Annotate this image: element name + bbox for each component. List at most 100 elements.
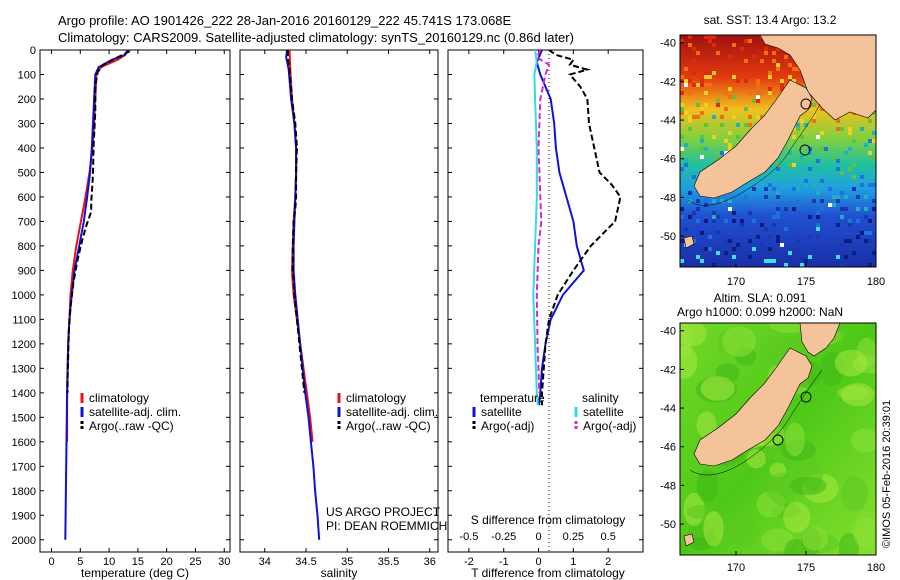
temperature-x-label: temperature (deg C) — [81, 566, 189, 580]
sst-pixel — [680, 239, 684, 243]
sst-pixel — [844, 151, 848, 155]
sst-pixel — [868, 239, 872, 243]
sla-extra-marker — [800, 391, 812, 403]
sst-pixel — [872, 131, 876, 135]
s-difference-label: S difference from climatology — [471, 513, 626, 527]
sst-pixel — [732, 75, 736, 79]
sst-pixel — [772, 203, 776, 207]
sst-pixel — [864, 239, 868, 243]
sst-pixel — [708, 83, 712, 87]
sst-pixel — [684, 111, 688, 115]
sst-pixel — [700, 83, 704, 87]
sla-blob — [766, 472, 798, 506]
sst-pixel — [740, 47, 744, 51]
y-tick-label: 1200 — [12, 339, 36, 351]
sst-pixel — [696, 83, 700, 87]
sst-pixel — [768, 247, 772, 251]
sst-pixel — [768, 87, 772, 91]
salinity-x-label: salinity — [321, 566, 358, 580]
sst-pixel — [856, 207, 860, 211]
sst-pixel — [764, 51, 768, 55]
sst-pixel — [852, 175, 856, 179]
y-tick-label: 300 — [18, 118, 36, 130]
sst-pixel — [736, 263, 740, 267]
sst-pixel — [784, 263, 788, 267]
sst-pixel — [756, 83, 760, 87]
sst-pixel — [712, 135, 716, 139]
sst-map-frame — [679, 34, 877, 268]
sst-pixel — [836, 203, 840, 207]
sst-pixel — [680, 103, 684, 107]
sst-pixel — [680, 259, 684, 263]
sst-pixel — [836, 255, 840, 259]
sla-north-island-land — [799, 323, 841, 357]
sst-pixel — [784, 227, 788, 231]
sst-pixel — [836, 175, 840, 179]
sst-pixel — [736, 63, 740, 67]
sst-pixel — [816, 235, 820, 239]
sst-pixel — [792, 63, 796, 67]
sst-pixel — [740, 223, 744, 227]
sst-pixel — [816, 227, 820, 231]
sst-pixel — [708, 71, 712, 75]
sst-pixel — [688, 115, 692, 119]
sst-pixel — [760, 59, 764, 63]
sst-pixel — [832, 155, 836, 159]
sst-pixel — [836, 199, 840, 203]
sst-pixel — [860, 231, 864, 235]
sst-pixel — [808, 235, 812, 239]
y-tick-label: 1000 — [12, 290, 36, 302]
sst-pixel — [712, 211, 716, 215]
sst-pixel — [840, 215, 844, 219]
sst-pixel — [752, 219, 756, 223]
sst-pixel — [824, 147, 828, 151]
sst-pixel — [720, 115, 724, 119]
sst-pixel — [788, 63, 792, 67]
sla-blob — [834, 349, 868, 377]
sst-pixel — [684, 159, 688, 163]
legend-label: Argo(-adj) — [481, 419, 534, 433]
y-tick-label: 1400 — [12, 388, 36, 400]
sst-pixel — [692, 239, 696, 243]
temperature-axis-ticks: 0 5 10 15 20 25 300100200300400500600700800900… — [12, 45, 231, 568]
sst-pixel — [712, 71, 716, 75]
y-tick-label: 700 — [18, 216, 36, 228]
sst-pixel — [700, 107, 704, 111]
sst-pixel — [696, 255, 700, 259]
sst-pixel — [748, 239, 752, 243]
sst-pixel — [696, 51, 700, 55]
sst-pixel — [856, 235, 860, 239]
sst-pixel — [740, 247, 744, 251]
sst-pixel — [744, 107, 748, 111]
header-line-1: Argo profile: AO 1901426_222 28-Jan-2016… — [58, 13, 512, 28]
sst-pixel — [836, 167, 840, 171]
sst-pixel — [856, 195, 860, 199]
x-tick-label: -1 — [499, 556, 509, 568]
sst-pixel — [828, 199, 832, 203]
sst-pixel — [704, 103, 708, 107]
sst-pixel — [760, 115, 764, 119]
salinity-panel: 34 34.5 35 35.5 36 climatologysatellite-adj.… — [239, 49, 447, 580]
sst-pixel — [708, 75, 712, 79]
sla-blob — [784, 422, 806, 457]
sst-pixel — [804, 179, 808, 183]
sst-pixel — [852, 187, 856, 191]
sst-pixel — [728, 199, 732, 203]
sst-pixel — [700, 155, 704, 159]
sst-pixel — [776, 207, 780, 211]
sst-pixel — [680, 167, 684, 171]
sst-pixel — [756, 91, 760, 95]
sst-pixel — [844, 239, 848, 243]
salinity-axes-frame — [239, 49, 439, 553]
sst-pixel — [784, 55, 788, 59]
map-x-tick-label: 170 — [727, 562, 745, 574]
sst-pixel — [808, 215, 812, 219]
sst-pixel — [704, 91, 708, 95]
y-tick-label: 600 — [18, 192, 36, 204]
sst-pixel — [692, 115, 696, 119]
pi-annotation: PI: DEAN ROEMMICH — [326, 519, 447, 533]
sst-pixel — [836, 119, 840, 123]
legend-label: Argo(..raw -QC) — [346, 419, 431, 433]
sst-pixel — [812, 115, 816, 119]
series-line-satellite — [535, 50, 585, 406]
